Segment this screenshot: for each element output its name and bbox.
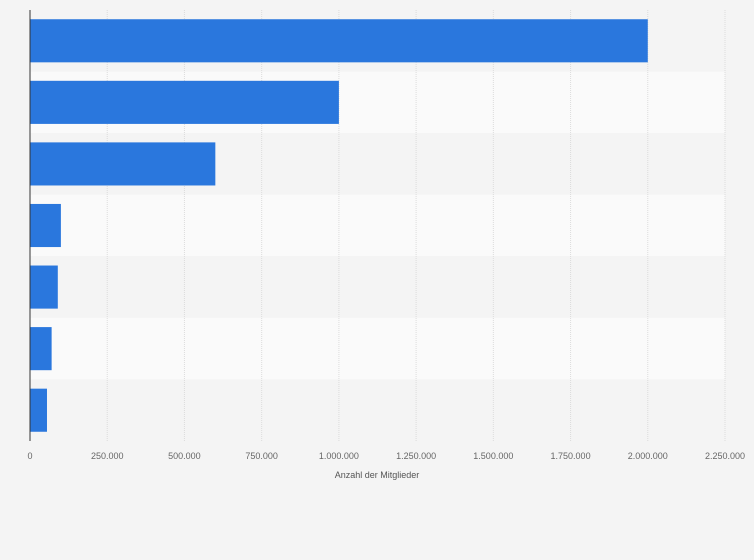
bar-2 — [30, 80, 339, 124]
x-tick-label-4: 1.000.000 — [319, 451, 359, 461]
bar-5 — [30, 265, 58, 309]
row-band-6 — [30, 317, 725, 380]
x-tick-label-6: 1.500.000 — [473, 451, 513, 461]
row-band-4 — [30, 194, 725, 257]
row-bands — [30, 10, 725, 441]
x-tick-label-3: 750.000 — [245, 451, 278, 461]
bar-7 — [30, 388, 47, 432]
bars — [30, 19, 648, 432]
x-tick-label-9: 2.250.000 — [705, 451, 745, 461]
x-tick-label-0: 0 — [27, 451, 32, 461]
x-tick-label-2: 500.000 — [168, 451, 201, 461]
x-tick-label-7: 1.750.000 — [551, 451, 591, 461]
x-tick-label-5: 1.250.000 — [396, 451, 436, 461]
x-tick-label-1: 250.000 — [91, 451, 124, 461]
bar-4 — [30, 203, 61, 248]
x-tick-labels: 0 250.000 500.000 750.000 1.000.000 1.250.000… — [27, 451, 745, 461]
bar-1 — [30, 19, 648, 63]
bar-3 — [30, 142, 216, 186]
x-axis-title: Anzahl der Mitglieder — [335, 470, 420, 480]
row-band-7 — [30, 379, 725, 441]
row-band-5 — [30, 256, 725, 318]
x-tick-label-8: 2.000.000 — [628, 451, 668, 461]
bar-6 — [30, 327, 52, 371]
